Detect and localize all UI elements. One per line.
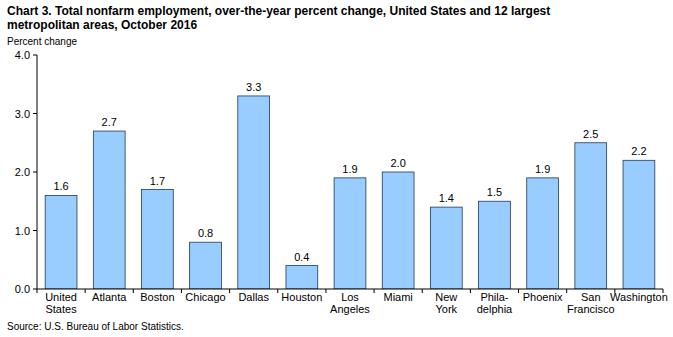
x-tick-label-line: States: [45, 303, 77, 315]
x-tick-label: Atlanta: [92, 291, 127, 303]
x-tick-label-line: Boston: [140, 291, 174, 303]
bar: [238, 96, 270, 289]
x-tick-label-line: Houston: [281, 291, 322, 303]
x-separator: [133, 289, 134, 293]
x-tick-label: Chicago: [185, 291, 225, 303]
data-label: 0.8: [198, 227, 213, 239]
data-label: 1.6: [53, 180, 68, 192]
x-tick-label: Boston: [140, 291, 174, 303]
y-tick-label: 3.0: [15, 108, 30, 120]
source: Source: U.S. Bureau of Labor Statistics.: [7, 321, 184, 332]
x-separator: [518, 289, 519, 293]
x-separator: [422, 289, 423, 293]
x-separator: [229, 289, 230, 293]
x-separator: [277, 289, 278, 293]
x-separator: [325, 289, 326, 293]
x-tick-label-line: Dallas: [238, 291, 269, 303]
y-tick: [33, 230, 37, 231]
chart: Chart 3. Total nonfarm employment, over-…: [0, 0, 673, 337]
y-axis: [37, 55, 38, 289]
bar: [141, 190, 173, 289]
title: Chart 3. Total nonfarm employment, over-…: [7, 4, 550, 18]
x-tick-label: Houston: [281, 291, 322, 303]
x-tick-label-line: Atlanta: [92, 291, 127, 303]
x-separator: [37, 289, 38, 293]
y-tick: [33, 172, 37, 173]
bar: [334, 178, 366, 289]
bar: [575, 143, 607, 289]
y-tick-label: 2.0: [15, 166, 30, 178]
x-separator: [85, 289, 86, 293]
data-label: 1.5: [487, 186, 502, 198]
x-tick-label-line: Washington: [610, 291, 668, 303]
bar: [45, 195, 77, 289]
bar: [623, 160, 655, 289]
x-tick-label-line: United: [45, 291, 77, 303]
x-tick-label: Washington: [610, 291, 668, 303]
x-separator: [374, 289, 375, 293]
x-tick-label-line: New: [435, 291, 457, 303]
y-tick: [33, 113, 37, 114]
x-axis: [37, 289, 663, 290]
x-tick-label: UnitedStates: [45, 291, 77, 315]
y-tick: [33, 289, 37, 290]
y-axis-label: Percent change: [7, 36, 77, 47]
data-label: 2.2: [631, 145, 646, 157]
x-tick-label: LosAngeles: [330, 291, 370, 315]
bar: [93, 131, 125, 289]
y-tick-label: 0.0: [15, 283, 30, 295]
y-tick-label: 4.0: [15, 49, 30, 61]
x-tick-label-line: York: [436, 303, 458, 315]
x-tick-label-line: Phila-: [480, 291, 508, 303]
bar: [190, 242, 222, 289]
y-tick-label: 1.0: [15, 225, 30, 237]
bar: [479, 201, 511, 289]
data-label: 0.4: [294, 251, 309, 263]
bars: [45, 96, 655, 289]
data-label: 2.7: [102, 116, 117, 128]
bar: [286, 266, 318, 289]
data-label: 3.3: [246, 81, 261, 93]
x-tick-label: SanFrancisco: [567, 291, 615, 315]
x-tick-label: Miami: [383, 291, 412, 303]
x-separator: [181, 289, 182, 293]
x-separator: [566, 289, 567, 293]
x-tick-label-line: Phoenix: [523, 291, 563, 303]
title: metropolitan areas, October 2016: [7, 18, 197, 32]
data-label: 2.0: [391, 157, 406, 169]
data-label: 2.5: [583, 128, 598, 140]
data-label: 1.9: [535, 163, 550, 175]
x-tick-label-line: Los: [341, 291, 359, 303]
data-label: 1.9: [342, 163, 357, 175]
x-tick-label-line: Francisco: [567, 303, 615, 315]
x-tick-label-line: Chicago: [185, 291, 225, 303]
data-label: 1.7: [150, 175, 165, 187]
bar: [527, 178, 559, 289]
x-tick-label: Phila-delphia: [477, 291, 513, 315]
x-tick-label-line: Miami: [383, 291, 412, 303]
bar: [430, 207, 462, 289]
x-tick-label: Phoenix: [523, 291, 563, 303]
bar: [382, 172, 414, 289]
x-tick-label-line: San: [581, 291, 601, 303]
x-tick-label: Dallas: [238, 291, 269, 303]
x-tick-label-line: delphia: [477, 303, 513, 315]
x-tick-label: NewYork: [435, 291, 457, 315]
x-tick-label-line: Angeles: [330, 303, 370, 315]
x-separator: [470, 289, 471, 293]
data-label: 1.4: [439, 192, 454, 204]
y-tick: [33, 55, 37, 56]
